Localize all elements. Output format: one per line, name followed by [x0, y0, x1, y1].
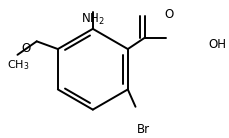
Text: OH: OH — [207, 38, 225, 51]
Text: O: O — [22, 42, 31, 55]
Text: NH$_2$: NH$_2$ — [81, 12, 104, 27]
Text: O: O — [164, 8, 173, 21]
Text: CH$_3$: CH$_3$ — [7, 59, 30, 72]
Text: Br: Br — [137, 123, 150, 136]
